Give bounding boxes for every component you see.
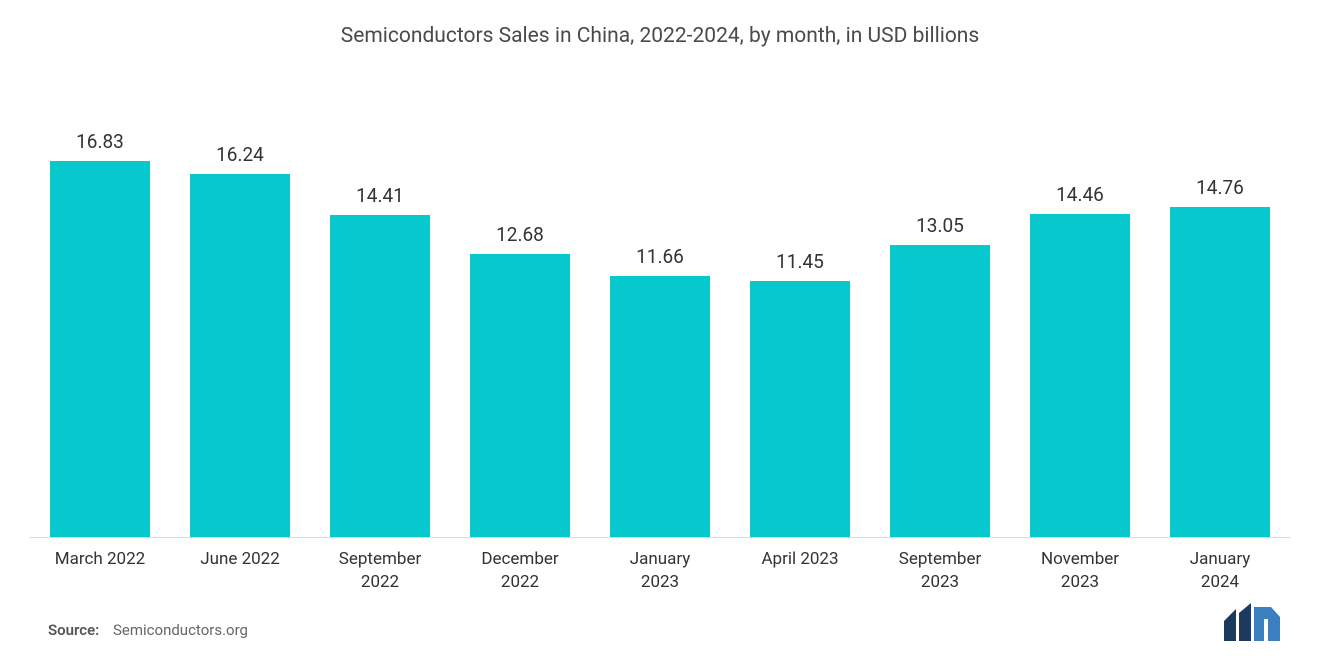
x-label-line2: 2023 (1061, 572, 1099, 592)
bar-value-label: 14.76 (1196, 176, 1244, 199)
bar (1170, 207, 1270, 537)
x-label-line1: September (899, 549, 981, 569)
bar-group: 14.76 (1155, 176, 1285, 537)
bar (610, 276, 710, 537)
x-axis-label: March 2022 (35, 548, 165, 594)
bar (470, 254, 570, 537)
x-axis-label: June 2022 (175, 548, 305, 594)
x-label-line2: 2024 (1201, 572, 1239, 592)
bar-value-label: 14.46 (1056, 183, 1104, 206)
bar (890, 245, 990, 537)
x-axis-label: September 2023 (875, 548, 1005, 594)
x-label-line1: November (1041, 549, 1119, 569)
bar-group: 11.45 (735, 250, 865, 537)
bar-value-label: 11.66 (636, 245, 684, 268)
x-label-line2: 2022 (501, 572, 539, 592)
bar-group: 16.83 (35, 130, 165, 537)
chart-title: Semiconductors Sales in China, 2022-2024… (0, 0, 1320, 58)
bar-value-label: 13.05 (916, 214, 964, 237)
bar-group: 12.68 (455, 223, 585, 537)
bar (750, 281, 850, 537)
x-axis-label: January 2024 (1155, 548, 1285, 594)
source-value: Semiconductors.org (113, 621, 248, 639)
bar (330, 215, 430, 537)
bar-value-label: 12.68 (496, 223, 544, 246)
x-axis-label: November 2023 (1015, 548, 1145, 594)
x-axis-label: January 2023 (595, 548, 725, 594)
x-label-line1: March 2022 (55, 549, 145, 569)
x-label-line2: 2022 (361, 572, 399, 592)
source-footer: Source: Semiconductors.org (48, 621, 248, 639)
x-label-line1: June 2022 (200, 549, 280, 569)
bar-value-label: 14.41 (356, 184, 404, 207)
x-label-line1: September (339, 549, 421, 569)
bar-group: 14.46 (1015, 183, 1145, 537)
x-axis-label: September 2022 (315, 548, 445, 594)
bar-group: 13.05 (875, 214, 1005, 537)
x-label-line1: December (481, 549, 558, 569)
x-axis-label: December 2022 (455, 548, 585, 594)
x-label-line2: 2023 (641, 572, 679, 592)
bar-group: 14.41 (315, 184, 445, 537)
bar-group: 11.66 (595, 245, 725, 537)
source-label: Source: (48, 621, 99, 639)
bar (50, 161, 150, 537)
brand-logo (1224, 603, 1280, 645)
bar-value-label: 16.24 (216, 143, 264, 166)
bar-group: 16.24 (175, 143, 305, 537)
bar (1030, 214, 1130, 537)
bar (190, 174, 290, 537)
x-label-line1: April 2023 (761, 549, 838, 569)
x-axis-labels: March 2022June 2022September2022December… (30, 538, 1290, 594)
x-label-line1: January (630, 549, 691, 569)
x-label-line1: January (1190, 549, 1251, 569)
x-label-line2: 2023 (921, 572, 959, 592)
bar-value-label: 11.45 (776, 250, 824, 273)
chart-plot-area: 16.83 16.24 14.41 12.68 11.66 11.45 13.05 14.46… (30, 98, 1290, 538)
bar-value-label: 16.83 (76, 130, 124, 153)
x-axis-label: April 2023 (735, 548, 865, 594)
